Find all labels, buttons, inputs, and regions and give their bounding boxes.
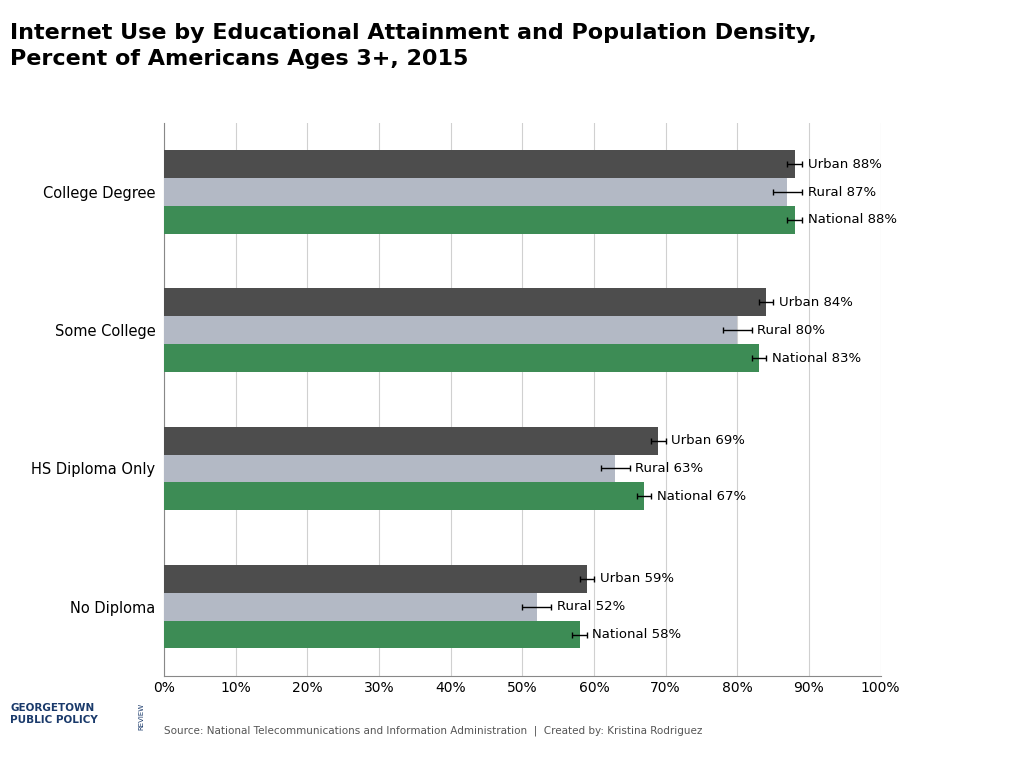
Text: GEORGETOWN
PUBLIC POLICY: GEORGETOWN PUBLIC POLICY (10, 703, 98, 725)
Text: Urban 88%: Urban 88% (808, 157, 882, 170)
Text: Rural 87%: Rural 87% (808, 186, 876, 198)
Bar (164, 427, 658, 455)
Text: National 88%: National 88% (808, 214, 897, 227)
Text: Urban 84%: Urban 84% (779, 296, 853, 309)
Bar (164, 206, 795, 233)
Text: Rural 80%: Rural 80% (758, 324, 825, 336)
Bar (164, 565, 587, 593)
Text: Rural 63%: Rural 63% (636, 462, 703, 475)
Bar (164, 455, 615, 482)
Bar (164, 593, 537, 621)
Text: Source: National Telecommunications and Information Administration  |  Created b: Source: National Telecommunications and … (164, 726, 702, 737)
Bar (164, 621, 580, 648)
Bar (164, 316, 737, 344)
Text: Internet Use by Educational Attainment and Population Density,
Percent of Americ: Internet Use by Educational Attainment a… (10, 23, 817, 69)
Text: Rural 52%: Rural 52% (557, 601, 625, 613)
Text: REVIEW: REVIEW (138, 703, 144, 730)
Text: Urban 69%: Urban 69% (672, 434, 745, 447)
Text: National 58%: National 58% (593, 628, 682, 641)
Bar (164, 151, 795, 178)
Text: National 83%: National 83% (772, 352, 861, 365)
Text: Urban 59%: Urban 59% (600, 572, 674, 585)
Bar (164, 344, 759, 372)
Bar (164, 482, 644, 510)
Bar (164, 289, 766, 316)
Bar (164, 178, 787, 206)
Text: National 67%: National 67% (657, 490, 746, 503)
